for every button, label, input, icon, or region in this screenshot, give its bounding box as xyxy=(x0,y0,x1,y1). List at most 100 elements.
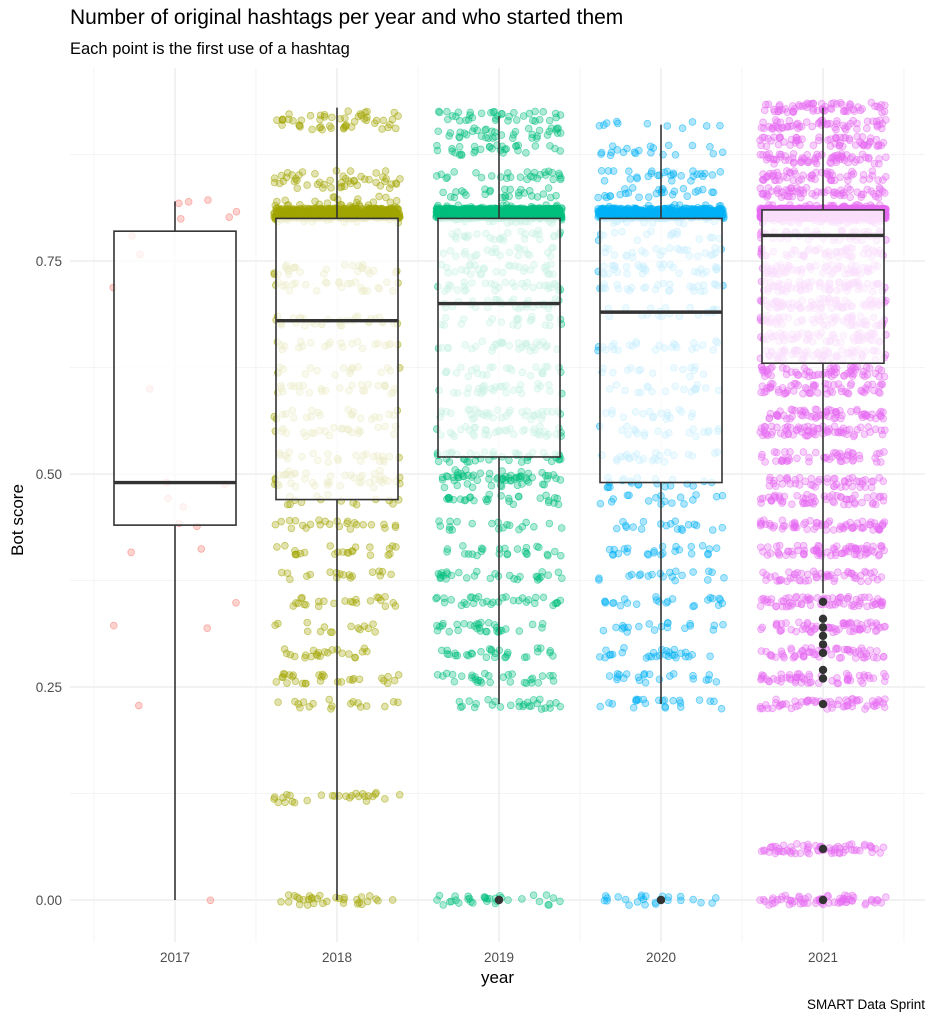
data-point xyxy=(558,574,566,583)
data-point xyxy=(472,567,481,576)
data-point xyxy=(491,211,499,219)
data-point xyxy=(661,482,669,491)
data-point xyxy=(277,517,286,526)
data-point xyxy=(285,516,294,525)
data-point xyxy=(683,192,691,200)
data-point xyxy=(639,517,648,526)
data-point xyxy=(695,696,704,704)
data-point xyxy=(529,696,538,704)
data-point xyxy=(506,678,515,686)
data-point xyxy=(594,193,602,202)
data-point xyxy=(436,571,444,579)
data-point xyxy=(356,110,365,118)
data-point xyxy=(323,648,332,657)
data-point xyxy=(644,193,653,201)
data-point xyxy=(833,568,842,576)
data-point xyxy=(512,116,521,124)
data-point xyxy=(434,457,443,466)
data-point xyxy=(440,483,449,492)
data-point xyxy=(328,113,336,122)
data-point xyxy=(625,901,633,909)
data-point xyxy=(503,550,511,559)
data-point xyxy=(697,898,705,907)
data-point xyxy=(277,568,286,577)
data-point xyxy=(650,626,659,634)
data-point xyxy=(204,196,212,204)
data-point xyxy=(500,185,509,194)
data-point xyxy=(496,703,505,711)
data-point xyxy=(468,519,477,528)
data-point xyxy=(535,897,544,906)
data-point xyxy=(660,188,668,196)
data-point xyxy=(443,115,452,124)
data-point xyxy=(632,600,641,609)
data-point xyxy=(338,649,346,658)
data-point xyxy=(465,697,474,705)
data-point xyxy=(533,542,541,551)
data-point xyxy=(344,107,352,115)
data-point xyxy=(549,894,558,902)
data-point xyxy=(340,182,349,191)
data-point xyxy=(531,593,540,602)
data-point xyxy=(529,891,538,899)
data-point xyxy=(364,792,373,800)
data-point xyxy=(509,596,518,605)
data-point xyxy=(294,599,302,608)
data-point xyxy=(448,526,457,534)
data-point xyxy=(708,526,717,534)
data-point xyxy=(655,675,664,684)
data-point xyxy=(460,129,469,137)
data-point xyxy=(518,895,526,903)
data-point xyxy=(710,697,718,706)
data-point xyxy=(596,702,605,711)
data-point xyxy=(543,474,552,483)
data-point xyxy=(448,670,457,679)
data-point xyxy=(502,593,510,601)
data-point xyxy=(345,650,353,658)
data-point xyxy=(544,571,553,579)
data-point xyxy=(306,111,315,120)
data-point xyxy=(788,500,796,509)
data-point xyxy=(351,653,359,662)
data-point xyxy=(596,499,605,508)
data-point xyxy=(357,893,366,901)
data-point xyxy=(711,894,720,902)
data-point xyxy=(280,645,289,653)
data-point xyxy=(473,551,481,560)
data-point xyxy=(668,651,677,659)
data-point xyxy=(620,595,629,603)
data-point xyxy=(635,622,643,631)
data-point xyxy=(550,547,559,556)
data-point xyxy=(515,627,524,635)
data-point xyxy=(690,520,699,529)
data-point xyxy=(546,193,555,202)
data-point xyxy=(446,129,455,137)
data-point xyxy=(339,211,348,219)
data-point xyxy=(477,173,486,182)
data-point xyxy=(595,574,603,582)
data-point xyxy=(712,678,721,686)
data-point xyxy=(551,109,560,118)
data-point xyxy=(684,210,693,219)
data-point xyxy=(494,518,502,527)
data-point xyxy=(512,142,520,150)
data-point xyxy=(504,494,513,503)
data-point xyxy=(232,207,241,216)
data-point xyxy=(328,791,337,800)
data-point xyxy=(466,108,475,117)
data-point xyxy=(356,625,364,634)
data-point xyxy=(704,550,712,559)
data-point xyxy=(545,116,554,125)
data-point xyxy=(477,109,486,118)
data-point xyxy=(327,184,335,192)
data-point xyxy=(460,209,468,217)
data-point xyxy=(521,210,529,219)
data-point xyxy=(287,524,296,533)
data-point xyxy=(453,517,461,526)
data-point xyxy=(680,500,688,508)
data-point xyxy=(327,210,336,219)
data-point xyxy=(197,545,206,553)
data-point xyxy=(320,110,329,119)
data-point xyxy=(718,148,727,157)
